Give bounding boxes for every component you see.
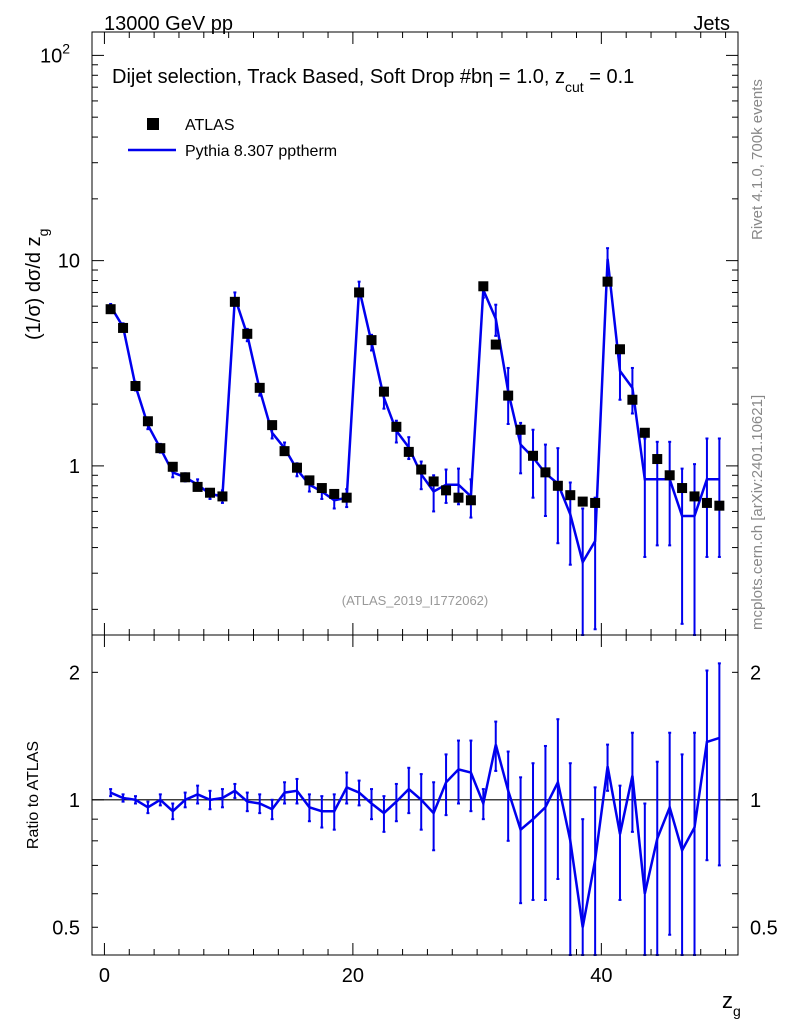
atlas-data-point: [130, 381, 141, 392]
ratio-y-tick-labels: 0.5 0.5 1 1 2 2: [52, 662, 778, 939]
main-y-tick-label: 10: [58, 251, 80, 273]
atlas-data-point: [254, 382, 265, 393]
atlas-data-point: [689, 491, 700, 502]
atlas-data-point: [565, 490, 576, 501]
atlas-data-point: [229, 296, 240, 307]
legend-mc-label: Pythia 8.307 pptherm: [185, 143, 337, 160]
atlas-data-point: [540, 467, 551, 478]
atlas-data-point: [441, 485, 452, 496]
mcplots-label: mcplots.cern.ch [arXiv:2401.10621]: [749, 395, 766, 630]
atlas-data-point: [217, 491, 228, 502]
title-subscript: cut: [565, 79, 584, 95]
atlas-data-point: [180, 472, 191, 483]
x-tick-label: 20: [342, 965, 364, 987]
mc-curve: [109, 258, 720, 566]
ratio-plot-content: [92, 662, 738, 956]
ratio-y-tick-label-right: 2: [750, 662, 761, 684]
ratio-panel: 0.5 0.5 1 1 2 2 0 20 40: [52, 634, 778, 987]
main-ticks: [92, 32, 738, 635]
atlas-data-point: [552, 480, 563, 491]
main-plot-content: [105, 247, 725, 636]
plot-title: Dijet selection, Track Based, Soft Drop …: [112, 66, 634, 95]
atlas-data-point: [614, 344, 625, 355]
atlas-data-point: [167, 461, 178, 472]
atlas-data-point: [192, 481, 203, 492]
atlas-data-point: [291, 462, 302, 473]
atlas-data-point: [391, 421, 402, 432]
atlas-data-point: [577, 496, 588, 507]
atlas-data-point: [267, 420, 278, 431]
x-tick-label: 40: [590, 965, 612, 987]
atlas-data-point: [329, 488, 340, 499]
atlas-data-point: [677, 483, 688, 494]
atlas-data-point: [304, 475, 315, 486]
header-left: 13000 GeV pp: [104, 13, 233, 35]
ratio-y-tick-label-right: 0.5: [750, 917, 778, 939]
atlas-data-point: [142, 416, 153, 427]
atlas-data-point: [627, 394, 638, 405]
atlas-data-point: [528, 450, 539, 461]
atlas-data-point: [664, 470, 675, 481]
atlas-data-point: [316, 483, 327, 494]
atlas-data-point: [714, 500, 725, 511]
main-y-axis-label: (1/σ) dσ/d zg: [23, 229, 51, 340]
ratio-curve: [110, 736, 720, 928]
x-tick-label: 0: [99, 965, 110, 987]
atlas-data-point: [416, 464, 427, 475]
atlas-data-point: [354, 287, 365, 298]
atlas-data-point: [465, 495, 476, 506]
atlas-data-point: [428, 476, 439, 487]
atlas-data-point: [118, 322, 129, 333]
x-tick-labels: 0 20 40: [99, 965, 613, 987]
atlas-data-point: [242, 328, 253, 339]
atlas-data-point: [515, 424, 526, 435]
atlas-data-point: [403, 446, 414, 457]
main-panel: 1 10 102: [40, 31, 739, 636]
atlas-data-point: [366, 335, 377, 346]
legend: ATLAS Pythia 8.307 pptherm: [128, 117, 337, 160]
atlas-data-point: [105, 304, 116, 315]
atlas-data-point: [639, 427, 650, 438]
atlas-data-point: [205, 487, 216, 498]
atlas-data-point: [701, 497, 712, 508]
y-label-main: (1/σ) dσ/d z: [23, 236, 45, 340]
ratio-ticks: [92, 635, 738, 955]
legend-data-marker: [147, 118, 159, 130]
rivet-label: Rivet 4.1.0, 700k events: [749, 79, 766, 240]
y-label-subscript: g: [35, 229, 51, 237]
title-tail: = 0.1: [584, 66, 635, 88]
main-y-tick-label: 102: [40, 40, 70, 67]
atlas-data-point: [503, 390, 514, 401]
ratio-frame: [91, 634, 739, 956]
atlas-data-point: [652, 454, 663, 465]
atlas-data-point: [453, 492, 464, 503]
ratio-y-tick-label: 2: [69, 662, 80, 684]
ratio-y-tick-label-right: 1: [750, 790, 761, 812]
atlas-data-point: [378, 386, 389, 397]
title-main: Dijet selection, Track Based, Soft Drop …: [112, 66, 565, 88]
atlas-data-point: [341, 492, 352, 503]
atlas-data-point: [590, 497, 601, 508]
atlas-data-point: [155, 443, 166, 454]
atlas-data-point: [478, 281, 489, 292]
x-label-subscript: g: [733, 1003, 741, 1019]
main-y-tick-labels: 1 10 102: [40, 40, 80, 478]
analysis-watermark: (ATLAS_2019_I1772062): [342, 593, 488, 608]
ratio-y-tick-label: 1: [69, 790, 80, 812]
main-y-tick-label: 1: [69, 456, 80, 478]
legend-data-label: ATLAS: [185, 117, 235, 134]
atlas-data-point: [490, 339, 501, 350]
x-label-main: z: [722, 988, 733, 1013]
ratio-y-axis-label: Ratio to ATLAS: [25, 741, 42, 849]
x-axis-label: zg: [722, 988, 741, 1019]
ratio-y-tick-label: 0.5: [52, 917, 80, 939]
atlas-data-point: [279, 446, 290, 457]
atlas-data-point: [602, 276, 613, 287]
header-right: Jets: [693, 13, 730, 35]
